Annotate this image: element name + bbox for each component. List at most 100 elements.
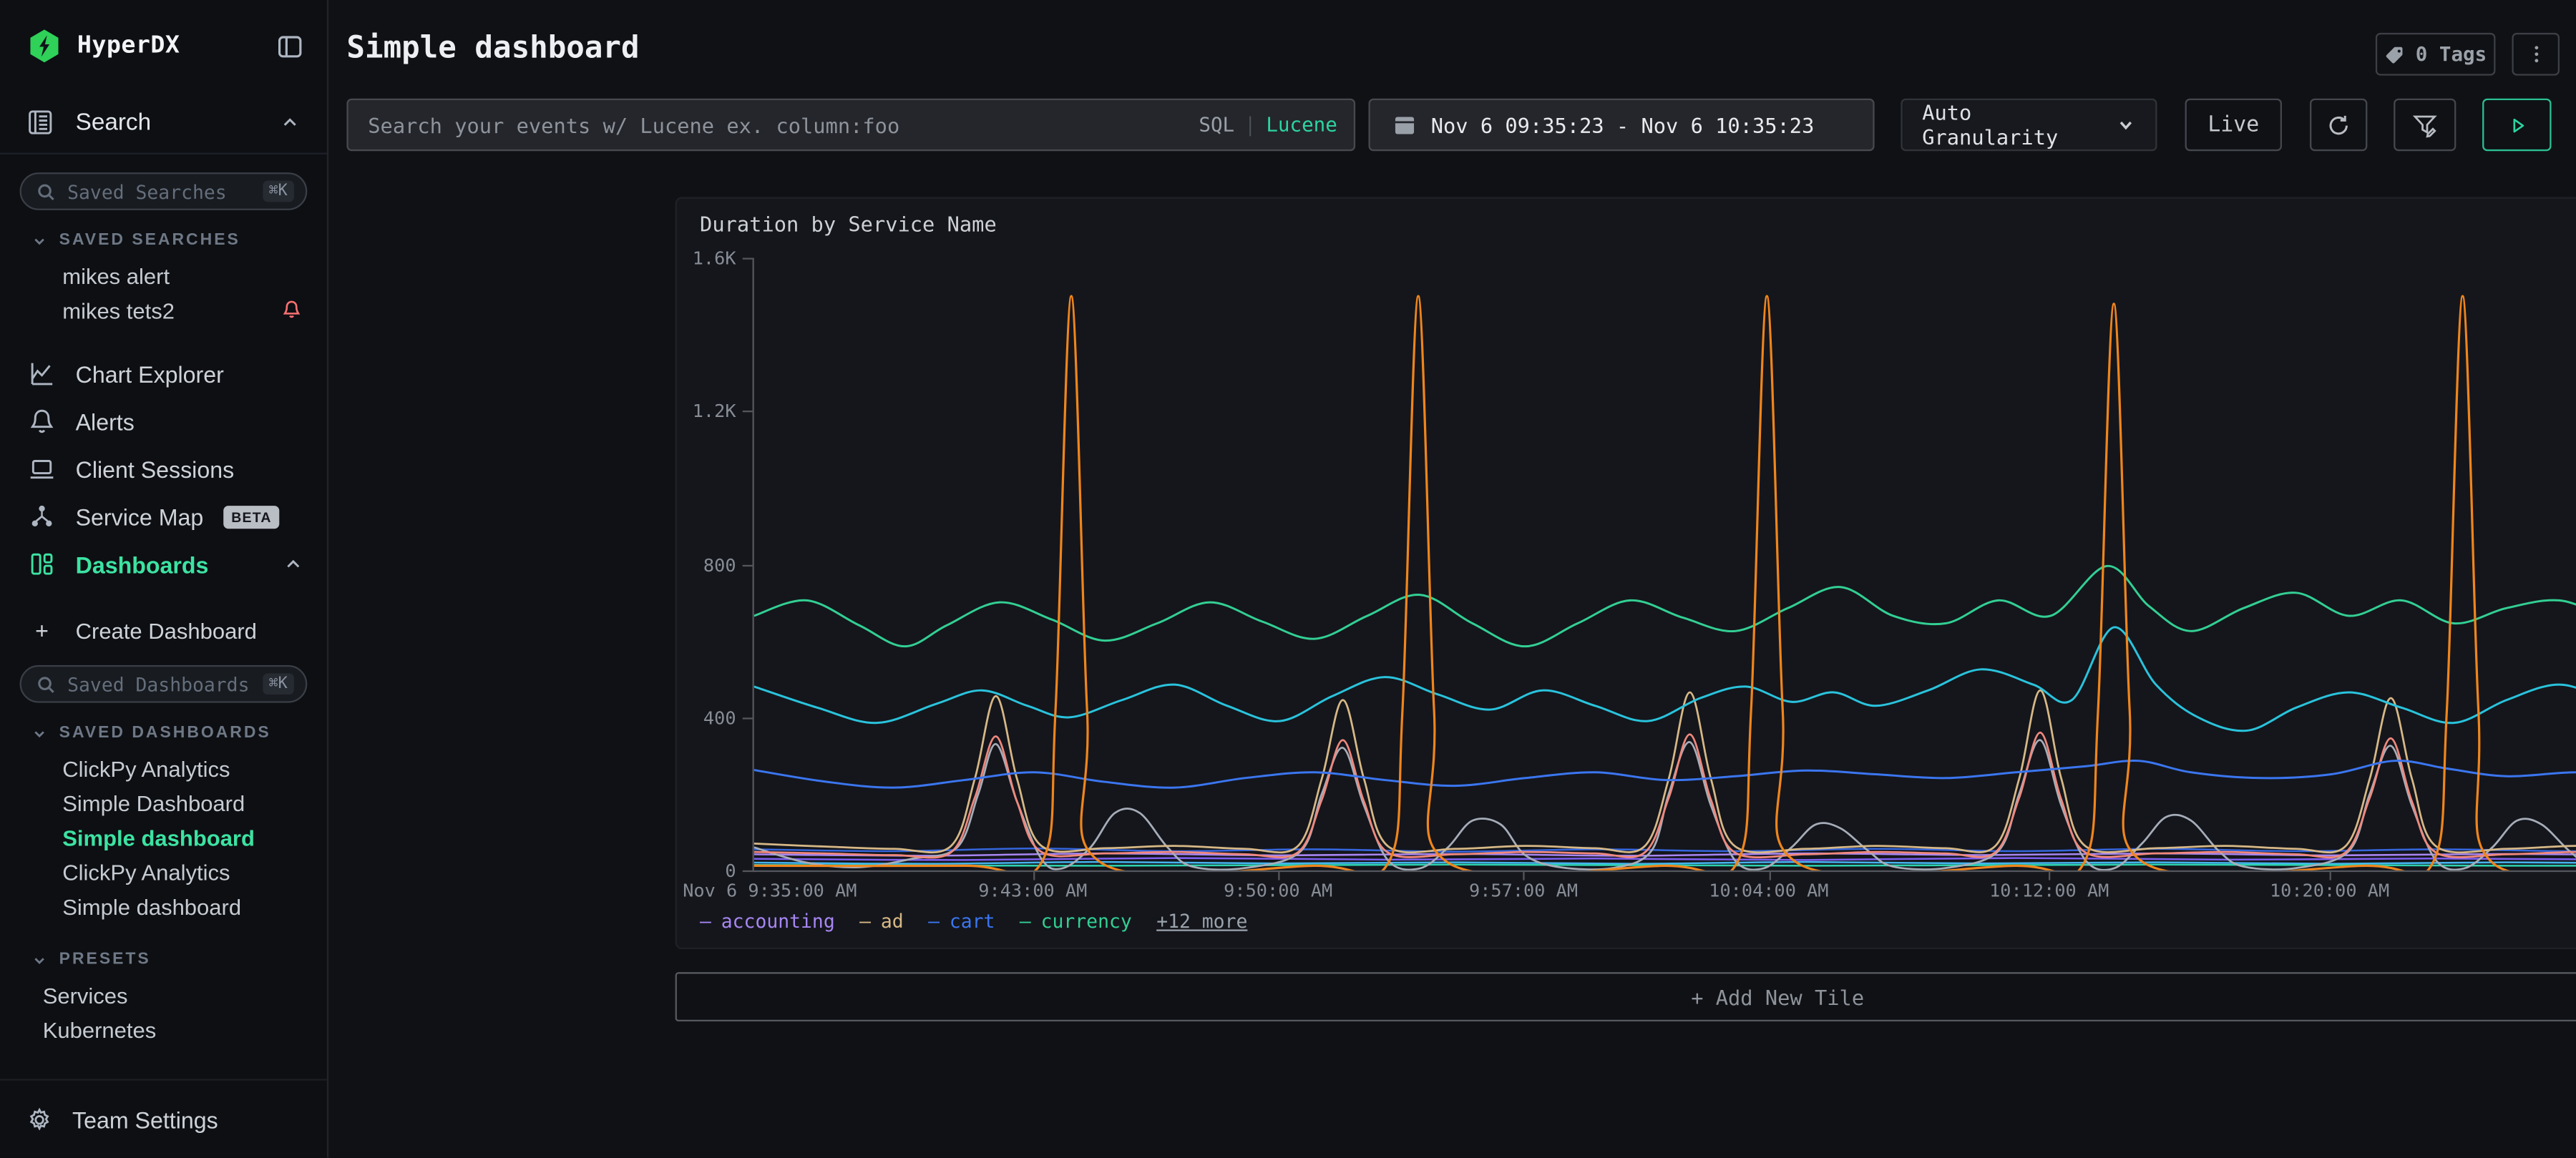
saved-dashboard-item[interactable]: ClickPy Analytics — [62, 860, 230, 885]
chevron-down-icon — [2116, 115, 2136, 135]
x-axis-tick-label: Nov 6 9:35:00 AM — [683, 880, 857, 902]
series-line — [753, 739, 2576, 870]
saved-dashboards-input[interactable]: Saved Dashboards ⌘K — [19, 664, 308, 703]
sidebar-item-dashboards[interactable]: Dashboards — [20, 540, 308, 588]
x-axis-tick — [1768, 872, 1771, 880]
legend-label: accounting — [721, 909, 835, 933]
legend-item-accounting[interactable]: — accounting — [700, 910, 835, 933]
search-icon — [36, 674, 57, 694]
refresh-button[interactable] — [2310, 98, 2368, 152]
y-axis-tick-label: 1.6K — [692, 247, 736, 270]
preset-item[interactable]: Kubernetes — [42, 1018, 157, 1043]
legend-label: currency — [1040, 909, 1132, 933]
y-axis-tick-label: 400 — [703, 707, 736, 729]
hyperdx-logo-icon — [26, 28, 63, 64]
y-axis-tick — [742, 257, 753, 260]
legend-swatch: — — [700, 909, 711, 933]
legend-label: cart — [949, 909, 995, 933]
y-axis-tick — [742, 411, 753, 413]
series-line-currency — [753, 564, 2576, 648]
sidebar-item-chart-explorer[interactable]: Chart Explorer — [20, 350, 308, 398]
refresh-icon — [2326, 112, 2351, 137]
saved-searches-header[interactable]: SAVED SEARCHES — [31, 232, 308, 250]
legend-label: ad — [880, 909, 904, 933]
kebab-icon — [2524, 43, 2547, 66]
sidebar-item-service-map[interactable]: Service Map BETA — [20, 493, 308, 541]
saved-searches-input[interactable]: Saved Searches ⌘K — [19, 172, 308, 210]
y-axis-tick — [742, 717, 753, 720]
tags-button[interactable]: 0 Tags — [2375, 32, 2496, 76]
gear-icon — [26, 1106, 53, 1132]
legend-swatch: — — [1019, 909, 1031, 933]
legend-item-currency[interactable]: — currency — [1020, 910, 1132, 933]
presets-header[interactable]: PRESETS — [31, 951, 308, 969]
y-axis-tick-label: 1.2K — [692, 401, 736, 423]
legend-item-cart[interactable]: — cart — [928, 910, 995, 933]
toggle-divider: | — [1244, 113, 1257, 137]
x-axis-tick-label: 9:50:00 AM — [1224, 880, 1333, 902]
legend-more-link[interactable]: +12 more — [1156, 909, 1248, 933]
saved-dashboard-item[interactable]: Simple dashboard — [62, 895, 242, 920]
shortcut-kbd: ⌘K — [262, 673, 294, 695]
time-range-picker[interactable]: Nov 6 09:35:23 - Nov 6 10:35:23 — [1368, 98, 1875, 152]
chevron-down-icon — [34, 957, 44, 963]
beta-badge: BETA — [223, 504, 280, 529]
chart-explorer-icon — [28, 360, 56, 388]
preset-item[interactable]: Services — [42, 983, 128, 1009]
series-line — [753, 626, 2576, 732]
x-axis-tick — [2329, 872, 2331, 880]
time-range-label: Nov 6 09:35:23 - Nov 6 10:35:23 — [1430, 112, 1815, 137]
x-axis-tick-label: 9:43:00 AM — [978, 880, 1088, 902]
y-axis-tick — [742, 870, 753, 873]
alert-bell-icon — [281, 299, 303, 320]
chevron-up-icon[interactable] — [279, 112, 301, 133]
sidebar-item-search[interactable]: Search — [0, 92, 327, 154]
more-options-button[interactable] — [2512, 32, 2560, 76]
saved-dashboard-item-active[interactable]: Simple dashboard — [62, 825, 255, 851]
x-axis-tick-label: 9:57:00 AM — [1469, 880, 1579, 902]
add-new-tile-button[interactable]: + Add New Tile — [675, 972, 2576, 1022]
granularity-select[interactable]: Auto Granularity — [1901, 98, 2157, 152]
play-icon — [2506, 114, 2527, 136]
sidebar-item-team-settings[interactable]: Team Settings — [0, 1079, 327, 1157]
bell-icon — [28, 407, 56, 435]
lucene-toggle[interactable]: Lucene — [1266, 113, 1337, 137]
run-query-button[interactable] — [2482, 98, 2552, 152]
sql-toggle[interactable]: SQL — [1199, 113, 1235, 137]
saved-search-item[interactable]: mikes alert — [62, 264, 170, 290]
create-dashboard-button[interactable]: + Create Dashboard — [20, 611, 308, 650]
page-title: Simple dashboard — [346, 31, 640, 66]
saved-dashboards-header[interactable]: SAVED DASHBOARDS — [31, 724, 308, 742]
sidebar-item-alerts[interactable]: Alerts — [20, 398, 308, 446]
legend-item-ad[interactable]: — ad — [859, 910, 904, 933]
series-line-ad — [753, 689, 2576, 854]
chart-legend: — accounting — ad — cart — currency +12 more — [700, 910, 1247, 933]
filter-button[interactable] — [2394, 98, 2457, 152]
search-nav-icon — [26, 109, 54, 137]
collapse-sidebar-icon[interactable] — [276, 32, 304, 60]
chevron-down-icon — [34, 237, 44, 245]
tag-icon — [2384, 44, 2406, 65]
search-icon — [36, 182, 57, 202]
x-axis-tick-label: 10:04:00 AM — [1709, 880, 1829, 902]
search-placeholder: Search your events w/ Lucene ex. column:… — [368, 112, 900, 137]
saved-dashboard-item[interactable]: ClickPy Analytics — [62, 757, 230, 782]
granularity-value: Auto Granularity — [1922, 100, 2059, 149]
live-button[interactable]: Live — [2185, 98, 2283, 152]
chevron-down-icon — [34, 730, 44, 737]
event-search-input[interactable]: Search your events w/ Lucene ex. column:… — [346, 98, 1356, 152]
y-axis-tick-label: 0 — [725, 860, 736, 882]
shortcut-kbd: ⌘K — [262, 180, 294, 202]
sidebar-item-client-sessions[interactable]: Client Sessions — [20, 445, 308, 493]
tile-title: Duration by Service Name — [700, 212, 997, 237]
series-line-cart — [753, 760, 2576, 789]
brand[interactable]: HyperDX — [26, 28, 180, 64]
tags-label: 0 Tags — [2415, 42, 2487, 66]
dashboards-icon — [28, 550, 56, 578]
plus-icon: + — [35, 617, 49, 644]
saved-dashboard-item[interactable]: Simple Dashboard — [62, 791, 245, 817]
filter-edit-icon — [2411, 112, 2438, 138]
saved-search-item[interactable]: mikes tets2 — [20, 294, 308, 328]
saved-searches-placeholder: Saved Searches — [67, 180, 227, 203]
